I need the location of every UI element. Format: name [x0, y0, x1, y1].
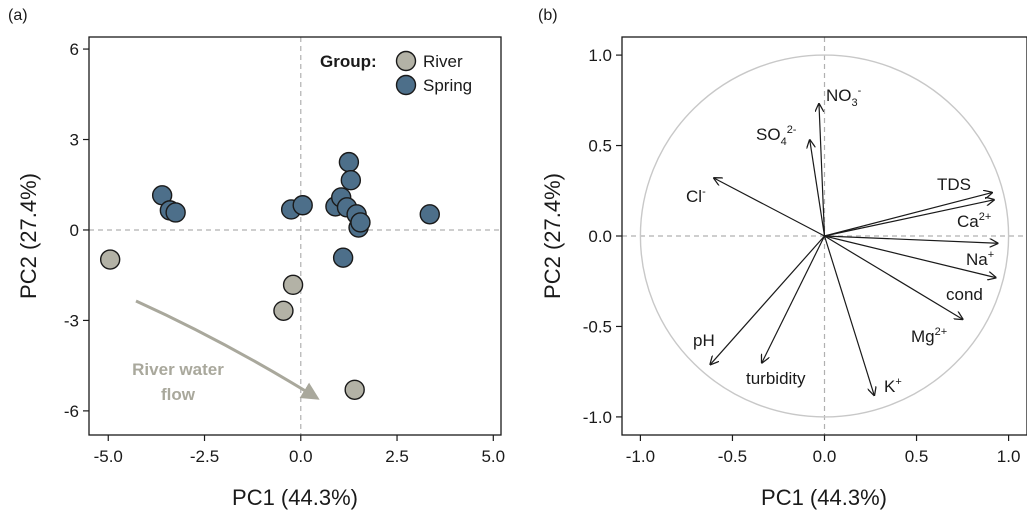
- x-tick-label: 1.0: [997, 447, 1021, 466]
- x-tick-label: 2.5: [385, 447, 409, 466]
- score-points: [99, 151, 440, 400]
- panel-a-label: (a): [8, 7, 28, 24]
- legend-marker-river: [395, 50, 417, 72]
- point-spring: [350, 212, 371, 233]
- y-tick-label: -0.5: [583, 317, 612, 336]
- point-river: [344, 379, 365, 400]
- point-spring: [340, 170, 362, 191]
- x-tick-label: 0.5: [905, 447, 929, 466]
- y-axis-label: PC2 (27.4%): [540, 173, 565, 299]
- flow-arrow-path: [135, 299, 320, 400]
- loading-label-ph: pH: [693, 331, 715, 350]
- loading-vector-mg2: [824, 235, 963, 319]
- zero-guides: [89, 37, 501, 435]
- point-river: [273, 300, 294, 321]
- loading-vector-tds: [824, 193, 993, 237]
- loading-vector-ph: [710, 235, 825, 364]
- loading-label-cl: Cl-: [686, 186, 706, 206]
- legend-label-river: River: [423, 52, 463, 71]
- plot-frame: [88, 36, 502, 436]
- panel-b-label: (b): [538, 7, 558, 24]
- y-tick-label: -3: [64, 311, 79, 330]
- y-tick-label: -1.0: [583, 408, 612, 427]
- y-tick-label: 1.0: [588, 46, 612, 65]
- axis-ticks: -1.0 -0.5 0.0 0.5 1.0 -1.0 -0.5 0.0 0.5 1.0: [583, 46, 1021, 466]
- point-spring: [338, 151, 360, 173]
- x-tick-label: -2.5: [190, 447, 219, 466]
- axis-ticks: -5.0 -2.5 0.0 2.5 5.0 -6 -3 0 3 6: [64, 40, 505, 466]
- loading-label-tds: TDS: [937, 175, 971, 194]
- x-tick-label: -5.0: [94, 447, 123, 466]
- loading-vector-na: [824, 235, 998, 243]
- loading-label-no3: NO3-: [826, 85, 862, 109]
- loading-vector-ca2: [824, 200, 994, 237]
- loading-label-cond: cond: [946, 285, 983, 304]
- x-tick-label: 0.0: [289, 447, 313, 466]
- loading-label-mg2: Mg2+: [911, 326, 947, 346]
- river-flow-label-2: flow: [161, 385, 196, 404]
- loading-label-turbidity: turbidity: [746, 369, 806, 388]
- correlation-circle: [639, 54, 1010, 418]
- x-tick-label: 0.0: [813, 447, 837, 466]
- x-tick-label: 5.0: [481, 447, 505, 466]
- y-tick-label: 0.0: [588, 227, 612, 246]
- y-tick-label: 3: [70, 131, 79, 150]
- loading-label-na: Na+: [966, 249, 994, 269]
- y-tick-label: 0.5: [588, 137, 612, 156]
- loading-label-ca2: Ca2+: [957, 211, 991, 231]
- y-tick-label: 6: [70, 40, 79, 59]
- x-tick-label: -1.0: [626, 447, 655, 466]
- point-spring: [419, 204, 440, 225]
- legend-label-spring: Spring: [423, 76, 472, 95]
- river-flow-label-1: River water: [132, 360, 224, 379]
- loading-label-so42: SO42-: [756, 124, 797, 148]
- loading-vector-cl: [714, 178, 825, 237]
- legend: Group: River Spring: [320, 50, 472, 96]
- point-river: [99, 249, 121, 270]
- x-tick-label: -0.5: [718, 447, 747, 466]
- y-axis-label: PC2 (27.4%): [16, 173, 41, 299]
- loading-vector-turbidity: [762, 235, 826, 363]
- loading-vector-cond: [824, 235, 996, 278]
- river-flow-arrow: [135, 299, 320, 400]
- unit-circle: [639, 54, 1010, 418]
- x-axis-label: PC1 (44.3%): [761, 485, 887, 510]
- point-spring: [292, 195, 313, 216]
- loading-vector-so42: [810, 140, 826, 237]
- loading-vector-no3: [819, 104, 826, 237]
- y-tick-label: 0: [70, 221, 79, 240]
- point-spring: [165, 202, 186, 223]
- x-axis-label: PC1 (44.3%): [232, 485, 358, 510]
- legend-marker-spring: [395, 74, 417, 96]
- point-river: [282, 274, 304, 296]
- point-spring: [332, 247, 354, 268]
- pca-loadings-panel: (b) NO3- SO42- Cl- TDS Ca2+ Na+ cond Mg2+ K+ turb…: [538, 7, 1027, 510]
- legend-title: Group:: [320, 52, 377, 71]
- loading-vector-k: [823, 235, 875, 395]
- y-tick-label: -6: [64, 402, 79, 421]
- loading-vectors: NO3- SO42- Cl- TDS Ca2+ Na+ cond Mg2+ K+ turbidit…: [686, 85, 998, 396]
- loading-label-k: K+: [884, 376, 902, 396]
- pca-scores-panel: (a) River water flow -5.0 -2.5 0.0 2.5 5.0 -6…: [8, 7, 505, 510]
